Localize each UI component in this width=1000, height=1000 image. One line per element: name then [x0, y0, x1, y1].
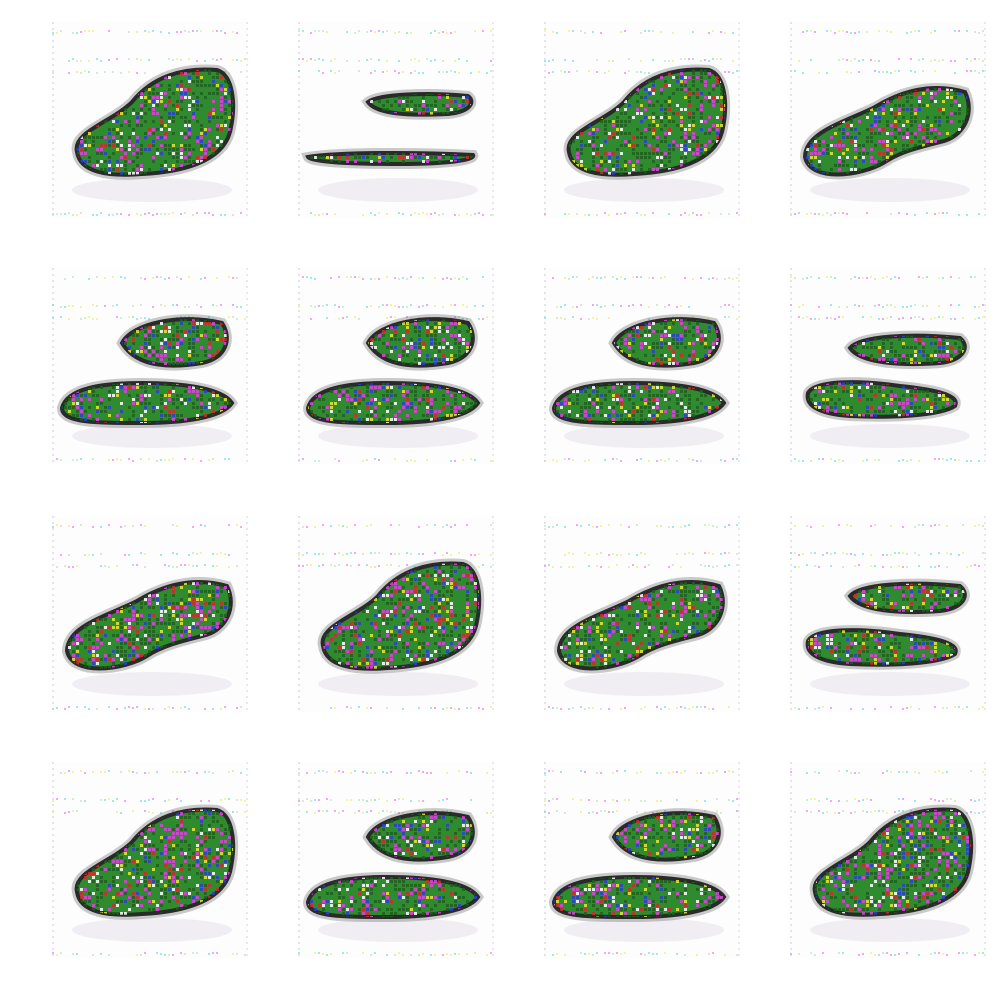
sample-image-16	[790, 762, 986, 958]
sample-image-5	[52, 268, 248, 464]
sample-image-13	[52, 762, 248, 958]
sample-image-4	[790, 22, 986, 218]
sample-image-10	[298, 516, 494, 712]
sample-image-3	[544, 22, 740, 218]
sample-image-9	[52, 516, 248, 712]
sample-image-1	[52, 22, 248, 218]
sample-image-7	[544, 268, 740, 464]
sample-image-11	[544, 516, 740, 712]
sample-image-2	[298, 22, 494, 218]
sample-image-8	[790, 268, 986, 464]
sample-image-14	[298, 762, 494, 958]
sample-image-12	[790, 516, 986, 712]
sample-image-6	[298, 268, 494, 464]
sample-image-15	[544, 762, 740, 958]
